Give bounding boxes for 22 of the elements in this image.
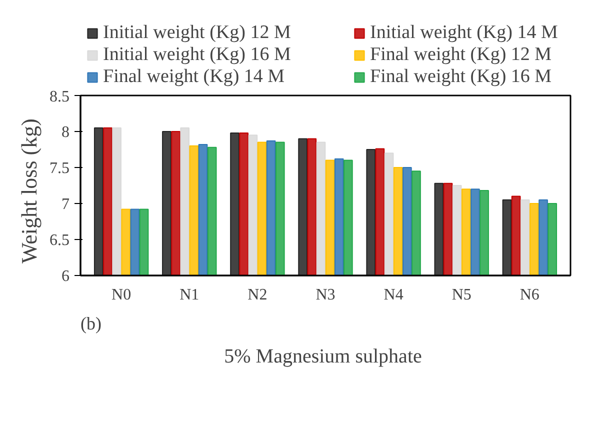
x-tick-label: N1	[180, 286, 200, 304]
y-tick-label: 6	[62, 268, 70, 285]
legend-label: Final weight (Kg) 12 M	[370, 44, 553, 66]
legend-label: Initial weight (Kg) 16 M	[103, 44, 292, 66]
x-tick-label: N2	[248, 286, 268, 304]
x-axis-title: 5% Magnesium sulphate	[224, 346, 422, 368]
y-tick-label: 6.5	[50, 232, 70, 249]
x-tick-label: N5	[452, 286, 472, 304]
x-tick-label: N0	[112, 286, 132, 304]
legend-label: Initial weight (Kg) 14 M	[370, 22, 559, 44]
legend-label: Final weight (Kg) 14 M	[103, 66, 286, 88]
y-tick-label: 7	[62, 196, 70, 213]
y-tick-label: 8.5	[50, 88, 70, 106]
x-tick-label: N6	[520, 286, 540, 304]
y-axis-title: Weight loss (kg)	[16, 118, 42, 264]
y-tick-label: 8	[62, 124, 70, 141]
legend-label: Initial weight (Kg) 12 M	[103, 22, 292, 44]
x-tick-label: N4	[384, 286, 404, 304]
y-tick-label: 7.5	[50, 160, 70, 177]
x-tick-label: N3	[316, 286, 336, 304]
legend-label: Final weight (Kg) 16 M	[370, 66, 553, 88]
text: (b)	[80, 314, 102, 334]
